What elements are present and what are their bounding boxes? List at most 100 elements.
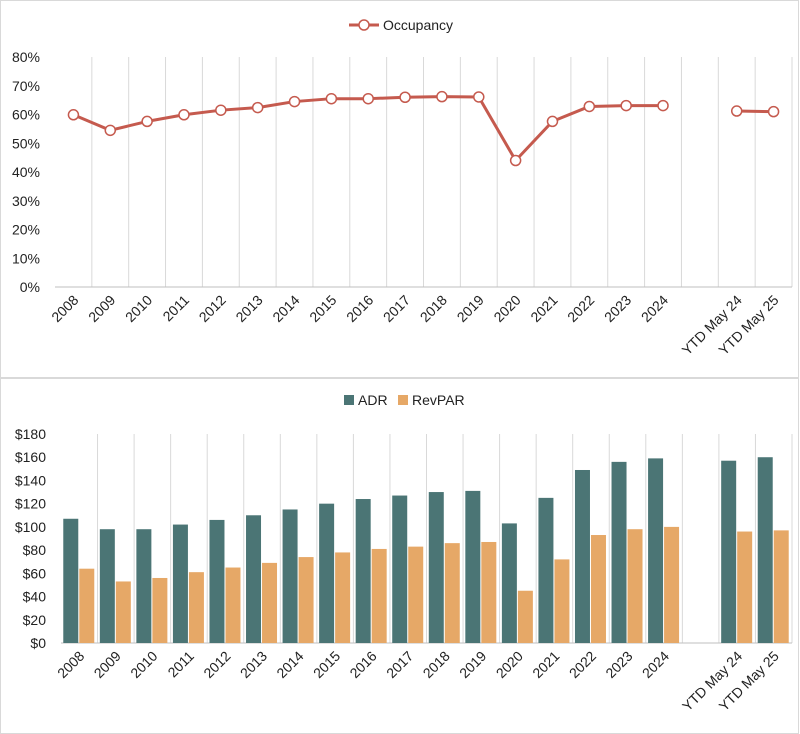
- adr-bar: [574, 469, 590, 643]
- occupancy-point: [141, 115, 153, 128]
- adr-bar: [282, 509, 298, 643]
- x-tick-label: 2012: [196, 292, 229, 325]
- occupancy-point: [362, 92, 374, 105]
- revpar-bar: [225, 567, 241, 643]
- x-tick-label: 2011: [159, 292, 192, 325]
- occupancy-point: [178, 109, 190, 121]
- x-tick-label: 2022: [566, 648, 599, 681]
- x-tick-label: 2012: [200, 648, 233, 681]
- x-tick-label: 2011: [164, 648, 197, 681]
- revpar-bar: [115, 581, 131, 643]
- revpar-bar: [408, 546, 424, 643]
- y-tick-label: $40: [23, 589, 47, 605]
- adr-bar: [246, 515, 262, 643]
- occupancy-point: [620, 99, 632, 112]
- occupancy-point: [436, 90, 448, 103]
- revpar-bar: [481, 541, 497, 643]
- adr-bar: [392, 495, 408, 643]
- adr-bar: [355, 499, 371, 643]
- y-tick-label: 50%: [12, 135, 40, 151]
- occupancy-point: [509, 154, 522, 167]
- revpar-bar: [554, 559, 570, 643]
- x-tick-label: 2008: [54, 648, 87, 681]
- x-tick-label: 2009: [91, 648, 124, 681]
- revpar-bar: [773, 530, 789, 643]
- occupancy-series-line: [736, 109, 774, 114]
- y-tick-label: 0%: [20, 279, 40, 295]
- revpar-bar: [152, 577, 168, 643]
- occupancy-point: [67, 109, 80, 121]
- occupancy-point: [657, 99, 669, 112]
- adr-bar: [428, 492, 444, 643]
- x-tick-label: 2022: [564, 292, 597, 325]
- adr-bar: [465, 490, 481, 643]
- x-tick-label: 2017: [383, 648, 416, 681]
- y-tick-label: $60: [23, 565, 47, 581]
- y-tick-label: $180: [15, 426, 46, 442]
- adr-bar: [63, 518, 79, 643]
- y-tick-label: 20%: [12, 222, 40, 238]
- x-tick-label: 2016: [346, 648, 379, 681]
- y-tick-label: $0: [30, 635, 46, 651]
- occupancy-point: [399, 91, 411, 103]
- revpar-bar: [664, 526, 680, 643]
- y-tick-label: 70%: [12, 78, 40, 94]
- occupancy-point: [546, 115, 559, 128]
- x-tick-label: 2015: [306, 292, 339, 325]
- occupancy-point: [473, 91, 485, 103]
- occupancy-point: [215, 104, 227, 116]
- occupancy-point: [583, 100, 596, 113]
- legend-label-occupancy: Occupancy: [383, 17, 453, 33]
- adr-bar: [501, 523, 517, 643]
- x-tick-label: 2018: [417, 292, 450, 325]
- y-tick-label: $100: [15, 519, 46, 535]
- occupancy-chart-panel: 0% 10% 20% 30% 40% 50% 60% 70% 80% 2008 2009 2010 20…: [0, 0, 799, 378]
- x-tick-label: 2014: [269, 292, 302, 325]
- adr-revpar-chart-panel: $0 $20 $40 $60 $80 $100 $120 $140 $160 $180 2008 20…: [0, 378, 799, 734]
- x-tick-label: 2016: [343, 292, 376, 325]
- y-tick-label: $20: [23, 612, 47, 628]
- revpar-bar: [262, 562, 278, 643]
- x-tick-label: 2013: [237, 648, 270, 681]
- y-tick-label: 30%: [12, 193, 40, 209]
- revpar-bar: [335, 552, 351, 643]
- revpar-bar: [371, 548, 387, 643]
- occupancy-point: [251, 101, 264, 114]
- adr-bar: [99, 529, 115, 643]
- adr-bar: [172, 524, 188, 643]
- occupancy-point: [325, 92, 338, 105]
- revpar-bar: [590, 535, 606, 643]
- adr-bar: [648, 458, 664, 643]
- x-tick-label: 2013: [232, 292, 265, 325]
- adr-bar: [721, 460, 737, 643]
- revpar-bar: [517, 590, 533, 643]
- x-tick-label: 2023: [601, 292, 634, 325]
- occupancy-point: [767, 105, 780, 118]
- adr-bar: [319, 503, 335, 643]
- y-tick-label: $80: [23, 542, 47, 558]
- x-tick-label: 2014: [273, 648, 306, 681]
- x-tick-label: 2021: [527, 292, 560, 325]
- x-tick-label: 2015: [310, 648, 343, 681]
- adr-bar: [538, 497, 554, 643]
- occupancy-point: [730, 105, 743, 117]
- adr-bar: [757, 457, 773, 643]
- x-tick-label: 2010: [122, 292, 155, 325]
- adr-bar: [611, 461, 627, 643]
- x-tick-label: 2008: [48, 292, 81, 325]
- x-tick-label: 2020: [490, 292, 523, 325]
- revpar-bar: [79, 568, 95, 643]
- x-tick-label: 2018: [420, 648, 453, 681]
- y-tick-label: 10%: [12, 250, 40, 266]
- x-tick-label: 2021: [529, 648, 562, 681]
- x-tick-label: 2017: [380, 292, 413, 325]
- legend-label-adr: ADR: [358, 392, 388, 408]
- revpar-bar: [188, 572, 204, 643]
- legend-label-revpar: RevPAR: [412, 392, 465, 408]
- adr-bar: [136, 529, 152, 643]
- legend-marker-symbol: [358, 19, 370, 31]
- y-tick-label: 80%: [12, 49, 40, 65]
- x-tick-label: 2020: [493, 648, 526, 681]
- y-tick-label: 60%: [12, 107, 40, 123]
